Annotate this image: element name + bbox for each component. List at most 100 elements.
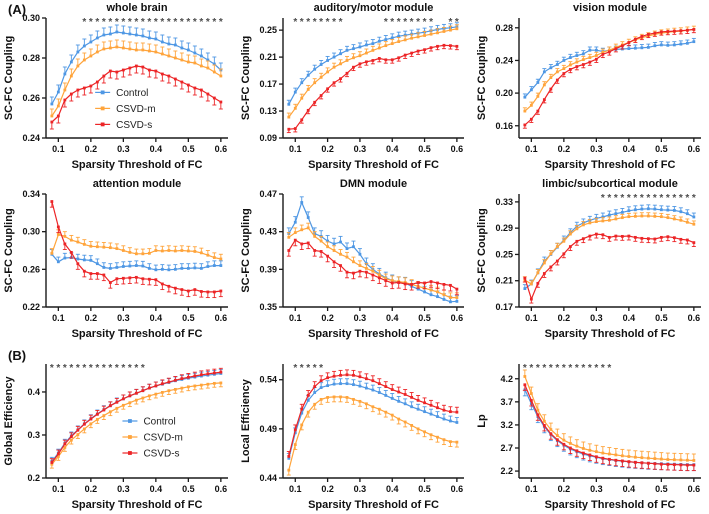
svg-text:*: *	[206, 17, 210, 28]
svg-text:*: *	[121, 17, 125, 28]
y-tick-label: 0.49	[259, 424, 277, 434]
y-tick-label: 0.3	[27, 430, 40, 440]
y-tick-label: 0.25	[259, 25, 277, 35]
x-tick-label: 0.3	[354, 144, 367, 154]
svg-text:*: *	[115, 17, 119, 28]
series-csvd-s	[522, 28, 696, 129]
significance-asterisks: * * * * * * * * * * * * * * *	[601, 193, 696, 204]
svg-text:*: *	[115, 363, 119, 374]
svg-text:*: *	[121, 363, 125, 374]
svg-text:*: *	[646, 193, 650, 204]
chart-local-efficiency: 0.1 0.2 0.3 0.4 0.5 0.6 0.44 0.49 0.54 Sparsity T…	[240, 363, 464, 511]
svg-text:*: *	[212, 17, 216, 28]
x-tick-label: 0.3	[117, 144, 130, 154]
y-tick-label: 0.28	[22, 53, 40, 63]
series-csvd-m	[49, 39, 223, 118]
x-tick-label: 0.4	[623, 313, 636, 323]
x-tick-label: 0.3	[117, 484, 130, 494]
series-csvd-m	[522, 212, 696, 286]
axes	[282, 364, 464, 479]
series-csvd-s	[286, 238, 459, 296]
y-axis-ticks: 0.09 0.13 0.17 0.21 0.25	[259, 25, 283, 143]
x-tick-label: 0.2	[558, 144, 571, 154]
svg-text:*: *	[63, 363, 67, 374]
y-tick-label: 0.2	[27, 473, 40, 483]
svg-text:*: *	[186, 17, 190, 28]
axes	[282, 194, 464, 308]
series-csvd-m	[286, 24, 459, 119]
x-axis-label: Sparsity Threshold of FC	[308, 159, 439, 171]
x-tick-label: 0.2	[558, 313, 571, 323]
y-tick-label: 0.28	[495, 23, 513, 33]
x-tick-label: 0.4	[150, 144, 163, 154]
series-csvd-m-line	[524, 215, 694, 285]
y-axis-ticks: 0.35 0.39 0.43 0.47	[259, 189, 283, 312]
axes	[45, 18, 228, 139]
x-tick-label: 0.6	[451, 144, 464, 154]
axes	[518, 194, 701, 308]
svg-text:*: *	[672, 193, 676, 204]
svg-text:*: *	[555, 363, 559, 374]
y-axis-label: Local Efficiency	[240, 378, 252, 463]
y-axis-label: SC-FC Coupling	[3, 36, 15, 120]
x-tick-label: 0.1	[289, 484, 302, 494]
y-tick-label: 3.2	[500, 420, 513, 430]
svg-text:*: *	[601, 193, 605, 204]
y-tick-label: 0.26	[22, 264, 40, 274]
y-axis-ticks: 2.2 2.7 3.2 3.7 4.2	[500, 374, 519, 476]
svg-text:*: *	[102, 17, 106, 28]
series-csvd-m	[522, 369, 696, 462]
svg-text:*: *	[607, 363, 611, 374]
y-tick-label: 0.44	[259, 473, 277, 483]
chart-dmn: 0.1 0.2 0.3 0.4 0.5 0.6 0.35 0.39 0.43 0.47 DMN mo…	[240, 178, 464, 340]
svg-text:*: *	[82, 363, 86, 374]
svg-text:*: *	[588, 363, 592, 374]
svg-text:*: *	[633, 193, 637, 204]
svg-text:*: *	[614, 193, 618, 204]
x-tick-label: 0.3	[354, 313, 367, 323]
x-axis-ticks: 0.1 0.2 0.3 0.4 0.5 0.6	[289, 138, 463, 154]
chart-title: limbic/subcortical module	[542, 178, 678, 190]
svg-text:*: *	[679, 193, 683, 204]
x-axis-ticks: 0.1 0.2 0.3 0.4 0.5 0.6	[289, 307, 463, 323]
y-tick-label: 0.47	[259, 189, 277, 199]
x-axis-ticks: 0.1 0.2 0.3 0.4 0.5 0.6	[52, 478, 227, 494]
svg-text:*: *	[141, 17, 145, 28]
x-tick-label: 0.3	[590, 484, 603, 494]
significance-asterisks: ******************	[293, 17, 459, 28]
x-tick-label: 0.1	[525, 313, 538, 323]
y-axis-label: SC-FC Coupling	[476, 208, 488, 292]
y-tick-label: 3.7	[500, 397, 513, 407]
svg-text:*: *	[89, 363, 93, 374]
x-tick-label: 0.4	[623, 484, 636, 494]
y-tick-label: 0.43	[259, 227, 277, 237]
svg-text:*: *	[429, 17, 433, 28]
x-tick-label: 0.5	[418, 144, 431, 154]
svg-text:*: *	[293, 363, 297, 374]
x-tick-label: 0.1	[52, 313, 65, 323]
chart-title: DMN module	[340, 178, 407, 190]
legend-label-csvd-s: CSVD-s	[116, 120, 152, 131]
x-tick-label: 0.5	[418, 484, 431, 494]
x-tick-label: 0.6	[215, 144, 228, 154]
x-axis-ticks: 0.1 0.2 0.3 0.4 0.5 0.6	[525, 478, 700, 494]
svg-text:*: *	[549, 363, 553, 374]
chart-title: vision module	[573, 2, 647, 14]
chart-title: auditory/motor module	[314, 2, 434, 14]
x-axis-label: Sparsity Threshold of FC	[545, 499, 676, 511]
x-tick-label: 0.1	[525, 144, 538, 154]
x-tick-label: 0.5	[655, 144, 668, 154]
x-tick-label: 0.2	[85, 313, 98, 323]
svg-text:*: *	[313, 363, 317, 374]
x-tick-label: 0.4	[150, 484, 163, 494]
series-csvd-m	[286, 395, 459, 476]
y-axis-label: SC-FC Coupling	[240, 36, 252, 120]
significance-asterisks: * * * * *	[293, 363, 323, 374]
svg-text:*: *	[594, 363, 598, 374]
x-tick-label: 0.4	[150, 313, 163, 323]
series-csvd-s	[522, 232, 696, 304]
svg-text:*: *	[332, 17, 336, 28]
x-tick-label: 0.4	[386, 313, 399, 323]
legend-label-csvd-m: CSVD-m	[143, 433, 182, 444]
x-axis-label: Sparsity Threshold of FC	[72, 499, 203, 511]
